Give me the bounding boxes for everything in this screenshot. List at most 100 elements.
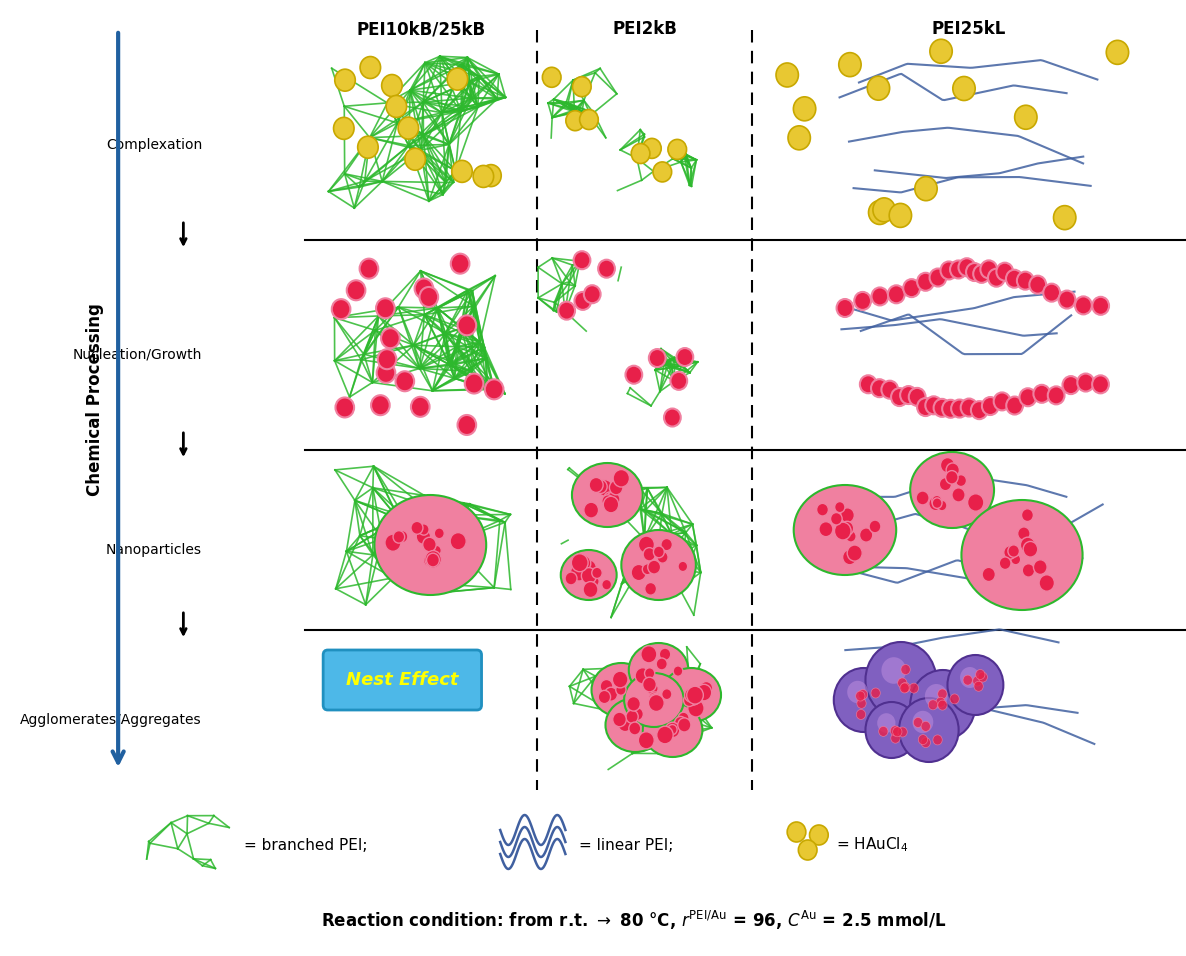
Circle shape — [973, 676, 982, 686]
Circle shape — [898, 678, 907, 688]
Circle shape — [910, 684, 918, 693]
Circle shape — [872, 288, 888, 305]
Circle shape — [856, 709, 866, 720]
Circle shape — [904, 279, 920, 297]
Circle shape — [835, 522, 852, 540]
Circle shape — [359, 259, 378, 278]
Circle shape — [866, 642, 936, 718]
Circle shape — [869, 520, 881, 532]
Ellipse shape — [561, 550, 617, 600]
Circle shape — [425, 551, 441, 568]
Circle shape — [1092, 296, 1109, 315]
Circle shape — [952, 488, 965, 502]
Circle shape — [584, 581, 598, 598]
Ellipse shape — [572, 463, 643, 527]
Circle shape — [945, 470, 958, 484]
Circle shape — [636, 667, 650, 684]
Circle shape — [930, 269, 946, 287]
Circle shape — [696, 684, 712, 701]
Circle shape — [358, 136, 378, 158]
Circle shape — [868, 201, 891, 225]
Circle shape — [638, 731, 655, 749]
Circle shape — [598, 690, 611, 704]
Circle shape — [948, 655, 1003, 715]
Circle shape — [377, 349, 396, 369]
Circle shape — [855, 691, 865, 701]
Text: Reaction condition: from r.t. $\rightarrow$ 80 °C, $r^{\mathrm{PEI/Au}}$ = 96, $: Reaction condition: from r.t. $\rightarr… — [320, 908, 946, 931]
Circle shape — [371, 395, 390, 415]
Ellipse shape — [606, 698, 665, 752]
Circle shape — [664, 408, 681, 426]
Circle shape — [613, 469, 630, 487]
Circle shape — [1010, 554, 1021, 565]
Circle shape — [974, 682, 983, 691]
Circle shape — [818, 522, 833, 536]
Circle shape — [612, 671, 627, 687]
Circle shape — [404, 148, 426, 170]
Circle shape — [580, 110, 598, 130]
Circle shape — [1063, 376, 1079, 394]
Circle shape — [606, 492, 620, 507]
Circle shape — [963, 675, 973, 685]
Circle shape — [1039, 575, 1054, 591]
Circle shape — [1077, 374, 1095, 392]
Circle shape — [683, 694, 695, 706]
Circle shape — [879, 727, 888, 736]
Circle shape — [958, 258, 975, 276]
Circle shape — [589, 477, 604, 492]
Circle shape — [938, 700, 948, 710]
Circle shape — [686, 688, 701, 706]
Circle shape — [427, 554, 439, 567]
Circle shape — [451, 253, 470, 273]
Circle shape — [574, 292, 591, 310]
Circle shape — [626, 710, 638, 724]
Circle shape — [871, 380, 888, 397]
Circle shape — [916, 491, 929, 505]
Circle shape — [627, 697, 640, 711]
Circle shape — [393, 531, 404, 543]
Circle shape — [662, 688, 672, 700]
Circle shape — [643, 677, 656, 692]
Circle shape — [670, 372, 687, 390]
Circle shape — [657, 727, 674, 744]
Circle shape — [981, 260, 997, 278]
Ellipse shape — [592, 663, 651, 717]
Circle shape — [600, 680, 613, 693]
Text: Complexation: Complexation — [106, 138, 202, 152]
Text: Nest Effect: Nest Effect — [346, 671, 459, 689]
Circle shape — [900, 386, 917, 404]
Circle shape — [871, 688, 880, 698]
Circle shape — [1092, 376, 1109, 393]
Circle shape — [584, 502, 599, 518]
Circle shape — [618, 716, 632, 731]
Circle shape — [1022, 564, 1034, 577]
Circle shape — [835, 502, 844, 512]
Circle shape — [612, 671, 627, 687]
Circle shape — [830, 512, 842, 525]
Circle shape — [952, 76, 975, 100]
Circle shape — [432, 545, 441, 555]
Ellipse shape — [643, 703, 702, 757]
Circle shape — [581, 568, 597, 584]
Circle shape — [485, 380, 503, 400]
Text: PEI2kB: PEI2kB — [612, 20, 677, 38]
Circle shape — [1024, 541, 1038, 557]
Circle shape — [933, 735, 942, 745]
Circle shape — [670, 723, 680, 733]
Circle shape — [643, 564, 652, 575]
Circle shape — [688, 700, 704, 717]
Circle shape — [1075, 296, 1092, 315]
Circle shape — [922, 738, 931, 748]
Circle shape — [631, 143, 650, 163]
Circle shape — [891, 388, 907, 406]
Circle shape — [434, 528, 445, 538]
Circle shape — [1059, 291, 1076, 309]
Circle shape — [677, 718, 691, 732]
Circle shape — [649, 693, 663, 708]
Circle shape — [645, 582, 657, 596]
Circle shape — [653, 546, 664, 557]
Circle shape — [396, 531, 408, 543]
Circle shape — [776, 63, 798, 87]
Circle shape — [939, 478, 951, 490]
Circle shape — [932, 495, 942, 507]
